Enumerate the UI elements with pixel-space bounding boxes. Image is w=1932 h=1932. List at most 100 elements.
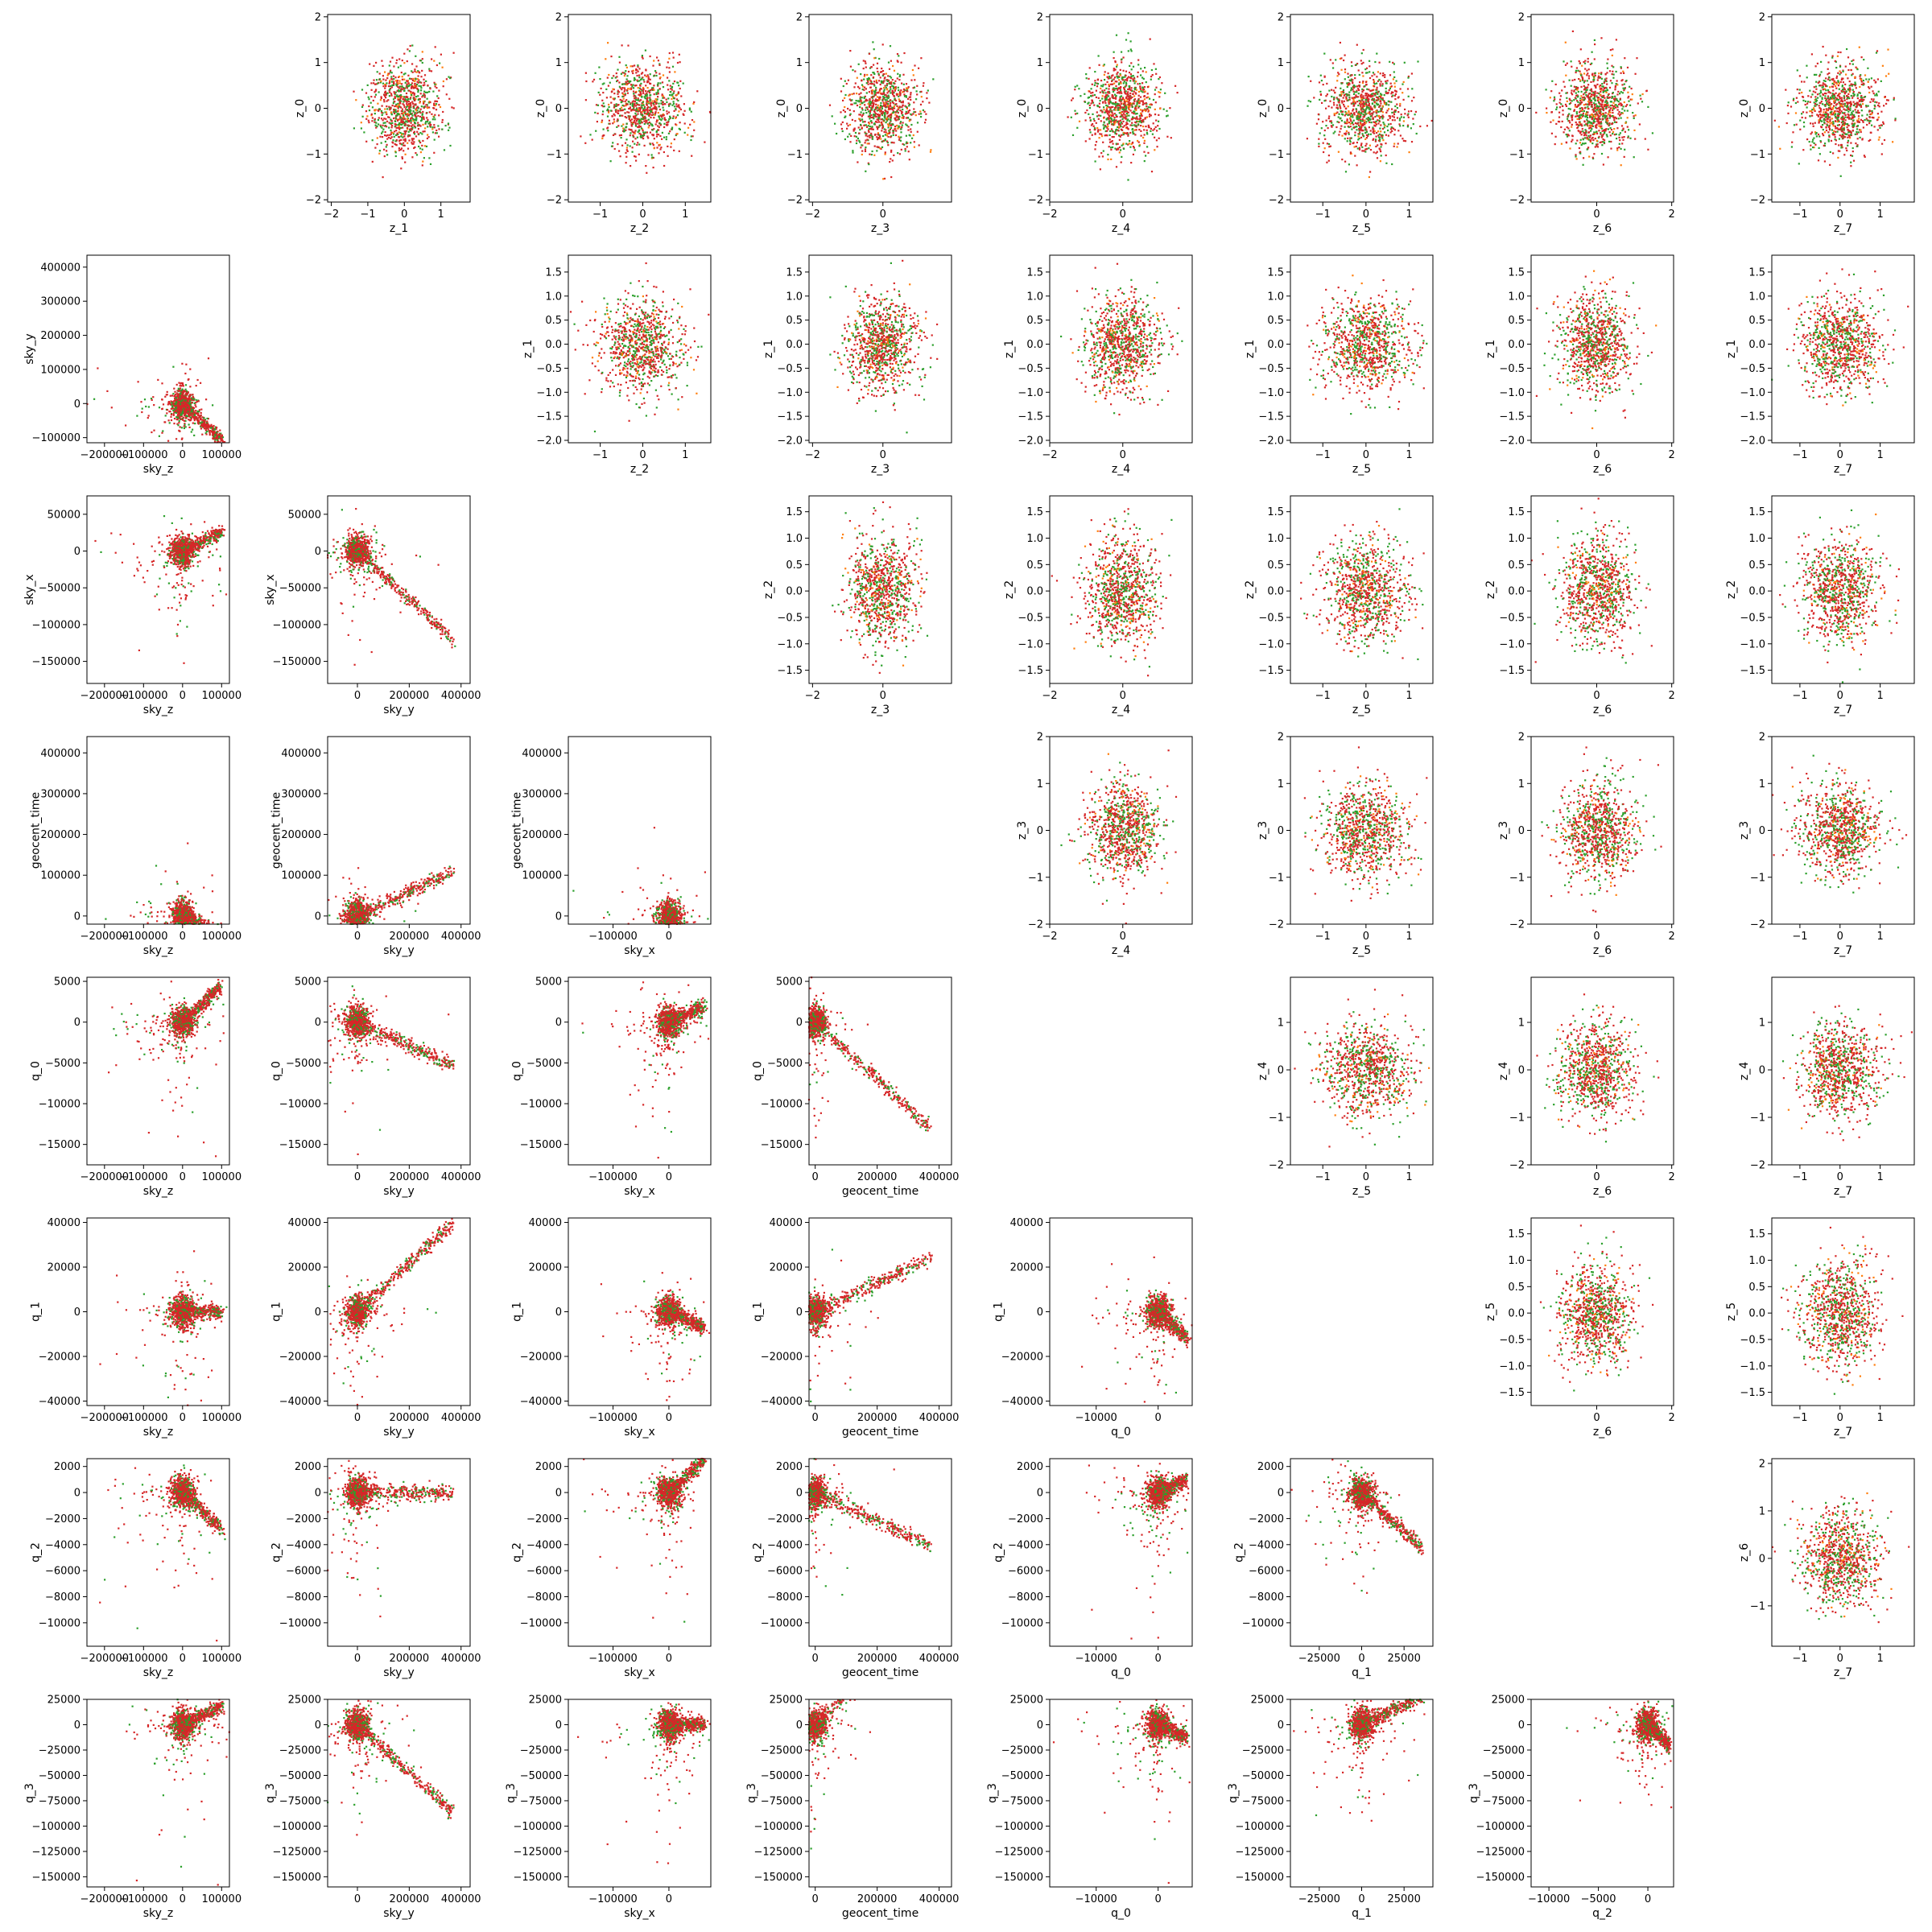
data-point (626, 147, 628, 148)
data-point (863, 101, 865, 103)
data-point (379, 72, 381, 74)
data-point (871, 109, 873, 110)
data-point (615, 110, 617, 112)
data-point (411, 88, 412, 89)
data-point (382, 131, 383, 133)
data-point (676, 94, 678, 96)
data-point (398, 87, 400, 89)
data-point (910, 131, 912, 133)
data-point (869, 83, 871, 85)
data-point (609, 123, 611, 125)
data-point (624, 75, 625, 76)
data-point (899, 94, 901, 96)
data-point (898, 96, 899, 97)
data-point (434, 118, 436, 120)
data-point (876, 80, 877, 81)
data-point (844, 94, 846, 96)
data-point (617, 96, 619, 97)
data-point (883, 87, 885, 89)
data-point (915, 98, 917, 100)
data-point (648, 76, 650, 78)
data-point (408, 103, 410, 105)
data-point (390, 85, 391, 87)
y-tick-label: −1 (547, 149, 562, 161)
data-point (900, 140, 902, 142)
data-point (844, 97, 845, 99)
data-point (395, 134, 397, 136)
data-point (656, 134, 658, 135)
data-point (674, 105, 675, 107)
data-point (656, 131, 658, 133)
data-point (930, 151, 931, 153)
data-point (400, 122, 402, 123)
data-point (893, 132, 894, 134)
data-point (381, 110, 382, 112)
data-point (630, 89, 631, 90)
data-point (901, 83, 902, 85)
data-point (398, 140, 400, 142)
data-point (368, 122, 369, 123)
data-point (423, 94, 425, 96)
data-point (412, 80, 414, 81)
data-point (372, 106, 374, 108)
data-point (654, 147, 655, 149)
data-point (883, 90, 885, 92)
data-point (684, 110, 686, 112)
data-point (900, 89, 902, 91)
data-point (924, 122, 926, 123)
data-point (377, 137, 378, 138)
data-point (423, 157, 425, 159)
data-point (410, 102, 411, 104)
data-point (884, 131, 886, 133)
data-point (368, 105, 369, 107)
data-point (635, 85, 637, 86)
data-point (848, 134, 850, 135)
data-point (676, 133, 678, 134)
data-point (635, 125, 637, 126)
data-point (638, 143, 640, 145)
data-point (892, 124, 894, 126)
data-point (437, 125, 439, 126)
data-point (625, 81, 627, 83)
data-point (420, 93, 422, 94)
data-point (877, 107, 878, 109)
data-point (900, 121, 902, 122)
data-point (912, 113, 914, 114)
data-point (385, 91, 386, 93)
data-point (882, 73, 884, 75)
data-point (626, 89, 628, 91)
data-point (395, 140, 397, 142)
data-point (901, 117, 902, 118)
data-point (858, 133, 860, 134)
data-point (880, 105, 881, 106)
data-point (402, 89, 403, 90)
data-point (392, 139, 394, 141)
data-point (849, 141, 851, 142)
data-point (649, 113, 650, 114)
data-point (629, 81, 630, 83)
data-point (634, 95, 635, 97)
data-point (862, 121, 864, 122)
data-point (668, 133, 670, 134)
data-point (871, 126, 873, 127)
data-point (669, 94, 671, 96)
data-point (683, 83, 684, 85)
data-point (384, 88, 386, 89)
data-point (428, 106, 430, 108)
data-point (640, 112, 642, 114)
data-point (368, 97, 369, 98)
data-point (419, 116, 421, 118)
data-point (414, 126, 415, 127)
data-point (436, 130, 437, 131)
data-point (386, 114, 387, 115)
data-point (655, 98, 657, 100)
data-point (609, 106, 610, 108)
data-point (433, 117, 435, 118)
data-point (638, 87, 639, 89)
data-point (607, 109, 609, 110)
data-point (394, 109, 395, 111)
data-point (399, 82, 401, 84)
data-point (658, 105, 660, 107)
data-point (642, 122, 643, 123)
data-point (395, 124, 397, 126)
